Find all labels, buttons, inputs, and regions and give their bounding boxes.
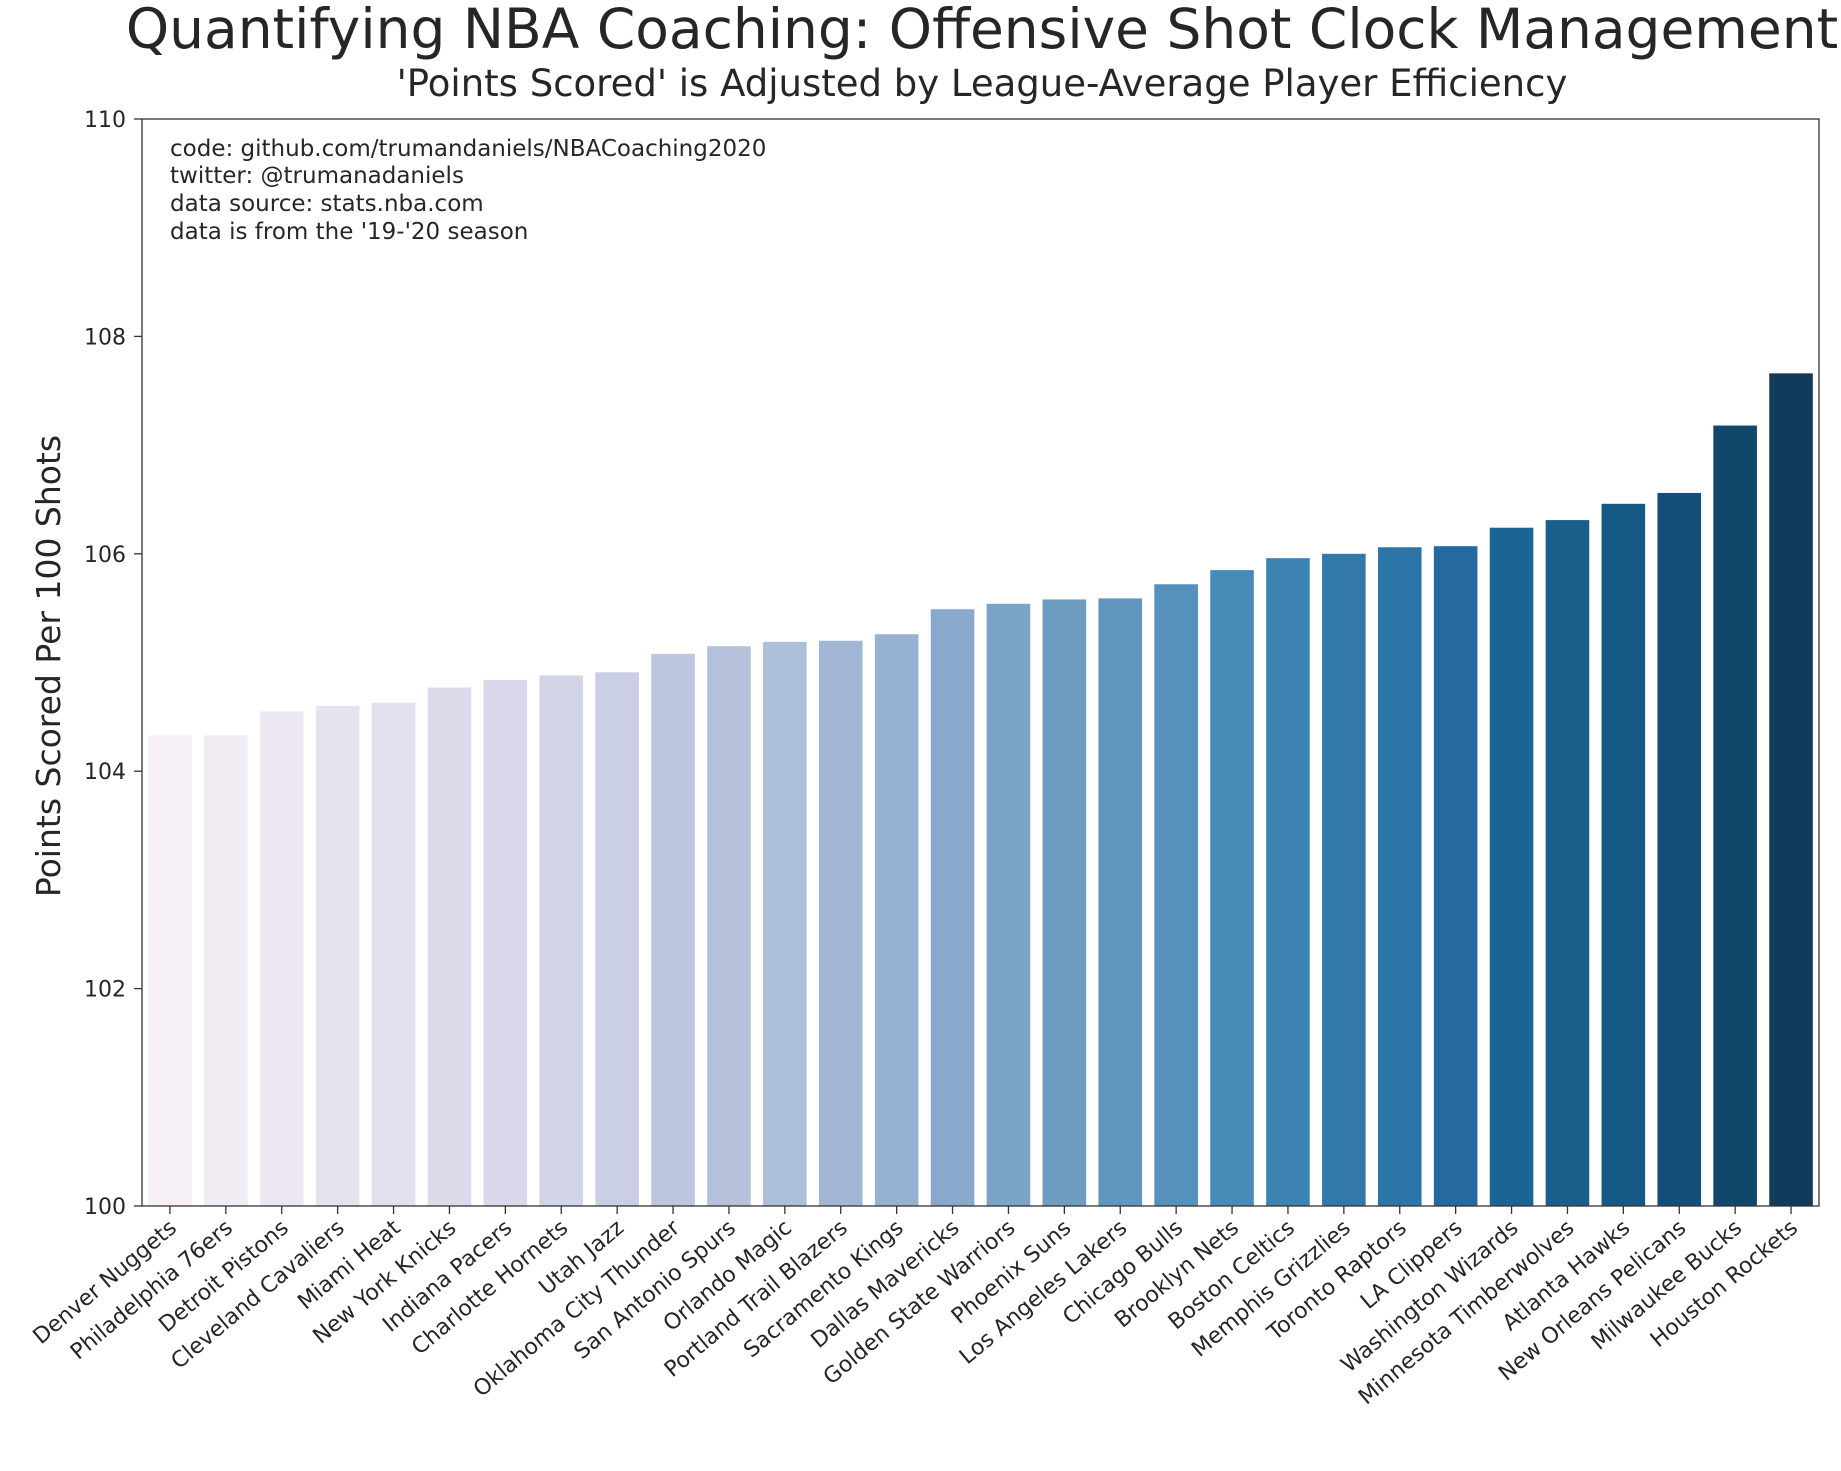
bar <box>818 640 863 1206</box>
annotation-twitter: twitter: @trumanadaniels <box>170 163 464 189</box>
bar <box>539 675 584 1206</box>
bars-group <box>148 373 1813 1206</box>
bar <box>1769 373 1813 1206</box>
y-axis-ticks: 100 102 104 106 108 110 <box>84 108 142 1220</box>
bar <box>1545 520 1590 1206</box>
bar <box>1098 598 1143 1206</box>
bar <box>1377 547 1422 1206</box>
chart-title: Quantifying NBA Coaching: Offensive Shot… <box>126 0 1838 61</box>
bar <box>763 641 807 1206</box>
bar <box>930 609 975 1206</box>
bar <box>204 735 248 1206</box>
plot-frame <box>141 118 1820 1207</box>
bar <box>986 603 1031 1206</box>
bar <box>1657 492 1702 1206</box>
bar <box>427 687 472 1206</box>
annotation-source: data source: stats.nba.com <box>170 191 484 217</box>
bar <box>483 679 528 1206</box>
bar <box>707 646 751 1206</box>
chart-subtitle: 'Points Scored' is Adjusted by League-Av… <box>397 62 1568 105</box>
bar <box>1322 553 1366 1206</box>
bar <box>1266 558 1310 1206</box>
annotation-block: code: github.com/trumandaniels/NBACoachi… <box>170 136 766 245</box>
bar <box>1489 527 1534 1206</box>
y-tick-label: 102 <box>84 978 126 1003</box>
y-tick-label: 104 <box>84 760 126 785</box>
y-tick-label: 108 <box>84 325 126 350</box>
bar <box>1713 425 1757 1206</box>
bar <box>371 702 416 1206</box>
bar <box>148 735 192 1206</box>
bar <box>315 705 360 1206</box>
y-tick-label: 100 <box>84 1195 126 1220</box>
bar <box>1210 570 1254 1206</box>
annotation-season: data is from the '19-'20 season <box>170 219 528 245</box>
bar <box>1433 546 1478 1206</box>
bar <box>595 672 639 1206</box>
plot-area: 100 102 104 106 108 110 Denver NuggetsPhilade… <box>29 108 1820 1410</box>
bar <box>1042 599 1087 1206</box>
bar <box>1154 584 1198 1206</box>
y-tick-label: 106 <box>84 543 126 568</box>
bar <box>259 711 304 1206</box>
bar <box>874 634 919 1206</box>
bar <box>1601 503 1646 1206</box>
bar <box>651 653 695 1206</box>
annotation-code: code: github.com/trumandaniels/NBACoachi… <box>170 136 766 162</box>
y-tick-label: 110 <box>84 108 126 133</box>
y-axis-label: Points Scored Per 100 Shots <box>29 435 68 897</box>
